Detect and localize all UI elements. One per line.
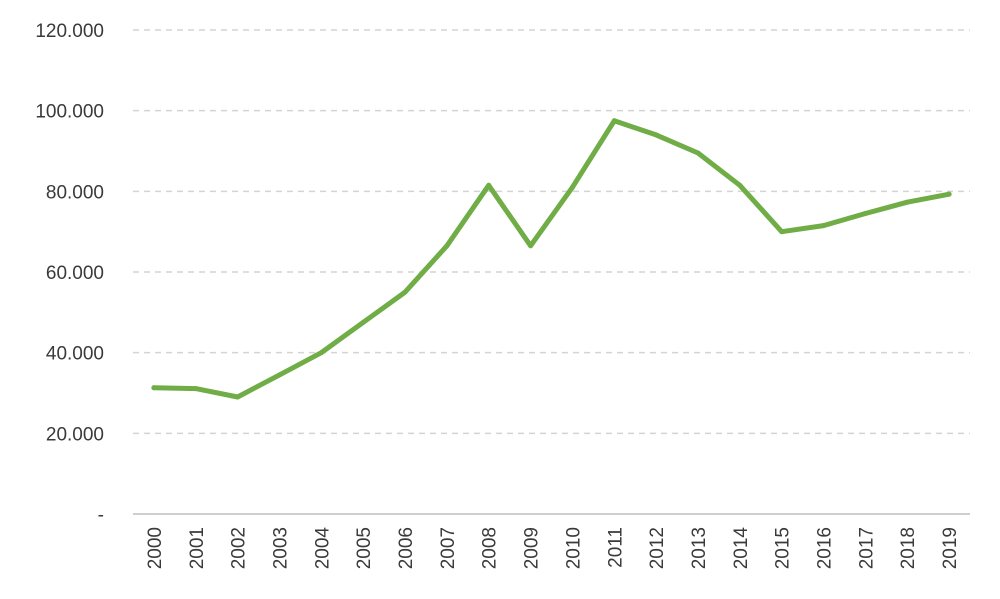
x-tick-label: 2018 — [898, 527, 919, 569]
x-tick-label: 2012 — [647, 527, 668, 569]
data-point — [946, 191, 952, 197]
data-point — [360, 319, 366, 325]
x-tick-label: 2006 — [396, 527, 417, 569]
x-tick-label: 2005 — [354, 527, 375, 569]
series-lines — [151, 118, 952, 400]
x-tick-label: 2015 — [773, 527, 794, 569]
x-tick-label: 2004 — [312, 527, 333, 570]
data-point — [737, 182, 743, 188]
y-tick-label: 80.000 — [46, 182, 104, 203]
x-tick-label: 2002 — [229, 527, 250, 569]
data-point — [486, 182, 492, 188]
x-tick-label: 2014 — [731, 527, 752, 570]
x-tick-label: 2019 — [940, 527, 961, 569]
y-tick-label: 20.000 — [46, 424, 104, 445]
data-point — [318, 350, 324, 356]
data-point — [444, 243, 450, 249]
x-axis-tick-labels: 2000 2001 2002 2003 2004 2005 2006 2007 2008 2009… — [145, 527, 961, 570]
y-axis-tick-labels: - 20.000 40.000 60.000 80.000 100.000 120.000 — [35, 21, 104, 526]
data-point — [528, 243, 534, 249]
x-tick-label: 2017 — [856, 527, 877, 569]
y-tick-label: 60.000 — [46, 263, 104, 284]
y-tick-label: - — [98, 505, 104, 526]
data-point — [862, 211, 868, 217]
x-tick-label: 2013 — [689, 527, 710, 569]
x-tick-label: 2010 — [563, 527, 584, 569]
data-point — [235, 394, 241, 400]
x-tick-label: 2003 — [270, 527, 291, 569]
x-tick-label: 2008 — [480, 527, 501, 569]
x-tick-label: 2001 — [187, 527, 208, 569]
data-point — [821, 223, 827, 229]
data-point — [193, 386, 199, 392]
x-tick-label: 2009 — [522, 527, 543, 569]
data-point — [695, 150, 701, 156]
y-tick-label: 120.000 — [35, 21, 104, 42]
x-tick-label: 2011 — [605, 527, 626, 568]
gridlines — [133, 29, 970, 515]
data-point — [402, 289, 408, 295]
series-line — [151, 118, 952, 400]
data-point — [276, 372, 282, 378]
data-point — [569, 184, 575, 190]
data-point — [151, 385, 157, 391]
data-point — [611, 118, 617, 124]
y-tick-label: 40.000 — [46, 344, 104, 365]
x-tick-label: 2007 — [438, 527, 459, 569]
x-tick-label: 2016 — [815, 527, 836, 569]
data-point — [779, 229, 785, 235]
y-tick-label: 100.000 — [35, 102, 104, 123]
x-tick-label: 2000 — [145, 527, 166, 569]
data-point — [904, 199, 910, 205]
data-point — [653, 132, 659, 138]
